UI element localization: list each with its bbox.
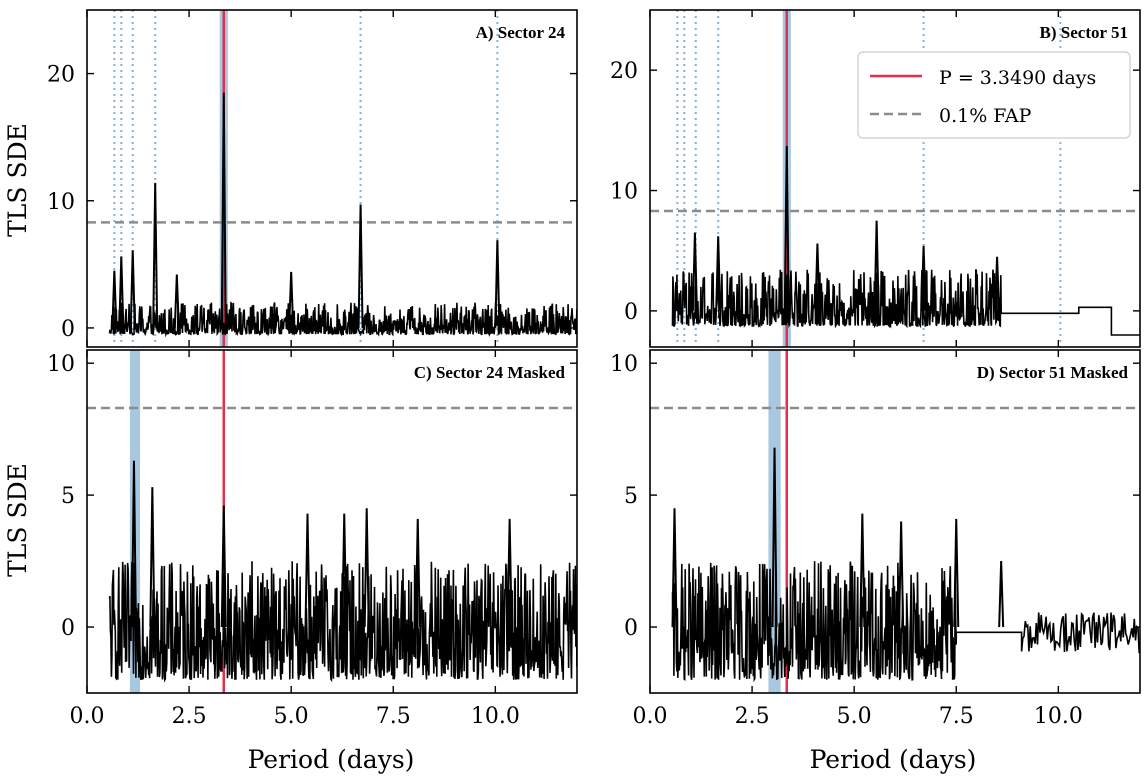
panel-title: A) Sector 24 <box>476 23 566 42</box>
periodogram-peak <box>859 513 866 628</box>
legend-box <box>857 51 1131 139</box>
panel-frame <box>649 349 1141 694</box>
periodogram-peak <box>506 518 513 628</box>
panel-frame <box>649 9 1141 348</box>
y-tick-label: 20 <box>610 59 638 84</box>
periodogram-peak <box>771 447 778 628</box>
periodogram-peak <box>341 513 348 628</box>
y-axis-label-top: TLS SDE <box>3 123 32 237</box>
periodogram-series <box>671 269 1140 336</box>
legend: P = 3.3490 days 0.1% FAP <box>857 51 1131 139</box>
periodogram-peak <box>357 204 364 328</box>
panel-frame <box>86 349 578 694</box>
panel-b: 0 10 20 B) Sector 51 <box>610 9 1141 348</box>
periodogram-peak <box>220 92 227 328</box>
panel-plot-area <box>87 350 577 693</box>
periodogram-peak <box>220 505 227 628</box>
periodogram-peak <box>152 182 159 328</box>
x-tick-label: 7.5 <box>376 704 411 729</box>
periodogram-series <box>108 301 577 338</box>
x-tick-label: 5.0 <box>837 704 872 729</box>
panel-a: 0 10 20 A) Sector 24 <box>47 9 578 348</box>
panel-plot-area <box>650 350 1140 693</box>
y-tick-label: 10 <box>47 352 75 377</box>
x-tick-label: 2.5 <box>735 704 770 729</box>
y-tick-label: 10 <box>47 190 75 215</box>
panel-d: 0.0 2.5 5.0 7.5 10.0 0 5 10 D) Sector 51 Masked <box>610 349 1141 729</box>
x-axis-label-left: Period (days) <box>248 745 415 774</box>
periodogram-peak <box>783 145 790 311</box>
x-tick-label: 10.0 <box>471 704 520 729</box>
periodogram-peak <box>288 271 295 328</box>
periodogram-peak <box>814 243 821 311</box>
periodogram-series <box>671 561 1140 683</box>
periodogram-peak <box>994 256 1001 311</box>
periodogram-peak <box>111 270 118 328</box>
y-tick-label: 0 <box>61 317 75 342</box>
periodogram-peak <box>715 236 722 311</box>
periodogram-peak <box>130 460 137 628</box>
x-tick-label: 5.0 <box>274 704 309 729</box>
periodogram-series <box>108 561 577 683</box>
periodogram-peak <box>953 518 960 628</box>
x-tick-label: 0.0 <box>633 704 668 729</box>
periodogram-peak <box>118 256 125 328</box>
periodogram-peak <box>691 232 698 311</box>
y-tick-label: 20 <box>47 63 75 88</box>
periodogram-peak <box>494 240 501 328</box>
y-tick-label: 5 <box>624 484 638 509</box>
y-axis-label-bottom: TLS SDE <box>3 463 32 577</box>
y-tick-label: 10 <box>610 352 638 377</box>
y-tick-label: 0 <box>624 616 638 641</box>
periodogram-peak <box>173 274 180 328</box>
periodogram-peak <box>149 487 156 628</box>
periodogram-peak <box>304 513 311 628</box>
x-axis-label-right: Period (days) <box>810 745 977 774</box>
y-tick-label: 10 <box>610 180 638 205</box>
periodogram-peak <box>998 561 1005 628</box>
x-tick-label: 7.5 <box>939 704 974 729</box>
legend-signal-label: P = 3.3490 days <box>939 67 1096 89</box>
y-tick-label: 0 <box>624 300 638 325</box>
periodogram-peak <box>671 508 678 628</box>
periodogram-peak <box>873 220 880 311</box>
periodogram-peak <box>414 518 421 628</box>
y-tick-label: 5 <box>61 484 75 509</box>
panels-layer: 0 10 20 A) Sector 24 0 10 20 B) Sector 51 0.0 2.5… <box>47 9 1141 729</box>
panel-title: D) Sector 51 Masked <box>977 363 1129 382</box>
panel-plot-area <box>87 10 577 347</box>
periodogram-peak <box>129 250 136 328</box>
x-tick-label: 0.0 <box>70 704 105 729</box>
panel-c: 0.0 2.5 5.0 7.5 10.0 0 5 10 C) Sector 24 Masked <box>47 349 578 729</box>
x-tick-label: 10.0 <box>1034 704 1083 729</box>
legend-fap-label: 0.1% FAP <box>939 105 1032 127</box>
x-tick-label: 2.5 <box>172 704 207 729</box>
periodogram-peak <box>363 508 370 628</box>
y-tick-label: 0 <box>61 616 75 641</box>
periodogram-peak <box>898 521 905 628</box>
panel-frame <box>86 9 578 348</box>
panel-plot-area <box>650 10 1140 347</box>
panel-title: B) Sector 51 <box>1040 23 1128 42</box>
panel-title: C) Sector 24 Masked <box>414 363 566 382</box>
periodogram-peak <box>920 245 927 311</box>
